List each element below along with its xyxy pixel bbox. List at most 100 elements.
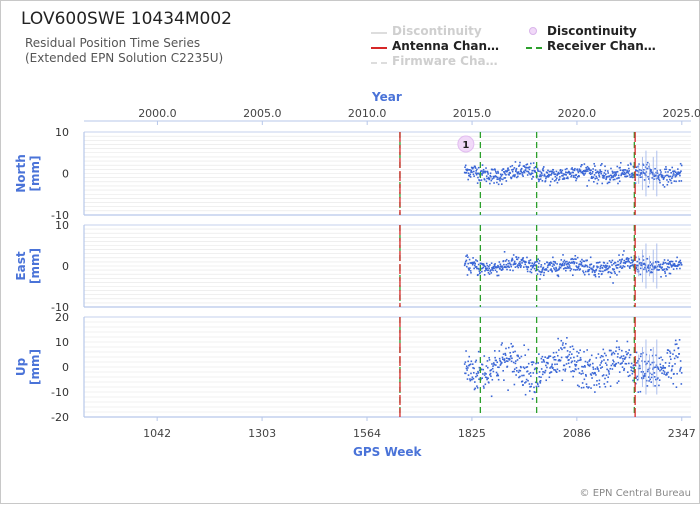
data-point: [574, 258, 576, 260]
data-point: [538, 180, 540, 183]
data-point: [541, 174, 543, 177]
data-point: [613, 352, 616, 355]
data-point: [599, 267, 601, 270]
data-point: [646, 161, 649, 164]
data-point: [514, 266, 517, 268]
data-point: [637, 360, 639, 362]
data-point: [564, 368, 567, 371]
data-point: [500, 175, 503, 177]
data-point: [469, 262, 472, 264]
data-point: [632, 379, 634, 382]
data-point: [476, 374, 479, 377]
data-point: [605, 268, 608, 271]
data-point: [479, 170, 482, 173]
data-point: [536, 167, 539, 170]
data-point: [550, 268, 552, 270]
data-point: [586, 349, 588, 351]
data-point: [669, 262, 671, 265]
data-point: [570, 370, 572, 373]
data-point: [557, 275, 560, 278]
data-point: [607, 172, 609, 174]
data-point: [604, 173, 607, 175]
data-point: [560, 356, 563, 359]
legend-receiver-label[interactable]: Receiver Chan…: [547, 39, 656, 53]
data-point: [545, 364, 547, 367]
data-point: [593, 180, 595, 183]
data-point: [612, 360, 615, 363]
data-point: [600, 264, 602, 267]
legend-discontinuity-label[interactable]: Discontinuity: [547, 24, 637, 38]
data-point: [643, 374, 646, 377]
data-point: [635, 166, 638, 169]
data-point: [589, 169, 591, 171]
data-point: [631, 172, 634, 175]
data-point: [603, 175, 606, 177]
data-point: [470, 166, 473, 169]
data-point: [680, 383, 683, 385]
data-point: [516, 258, 519, 261]
data-point: [549, 261, 552, 264]
data-point: [597, 353, 600, 355]
data-point: [492, 168, 494, 171]
data-point: [627, 375, 630, 378]
legend-antenna-label[interactable]: Antenna Chan…: [392, 39, 500, 53]
data-point: [657, 368, 660, 371]
data-point: [676, 372, 678, 375]
data-point: [660, 367, 663, 369]
data-point: [601, 360, 603, 362]
data-point: [671, 166, 674, 169]
y-tick-label: 10: [55, 336, 69, 349]
data-point: [588, 172, 591, 175]
data-point: [624, 356, 627, 359]
data-point: [556, 174, 558, 177]
data-point: [664, 175, 667, 177]
data-point: [647, 376, 650, 378]
data-point: [472, 262, 475, 265]
data-point: [567, 177, 569, 180]
data-point: [527, 362, 530, 365]
data-point: [473, 261, 476, 263]
data-point: [468, 355, 471, 358]
data-point: [513, 262, 516, 264]
data-point: [498, 266, 500, 268]
data-point: [623, 369, 625, 372]
data-point: [555, 177, 558, 180]
data-point: [576, 355, 579, 357]
data-point: [570, 174, 573, 177]
data-point: [558, 266, 561, 268]
data-point: [563, 178, 566, 180]
data-point: [505, 360, 508, 362]
data-point: [616, 170, 619, 173]
data-point: [675, 260, 677, 262]
data-point: [669, 272, 672, 275]
data-point: [631, 372, 634, 375]
data-point: [629, 174, 631, 176]
data-point: [676, 256, 678, 259]
subtitle-line2: (Extended EPN Solution C2235U): [25, 51, 224, 65]
data-point: [557, 359, 560, 362]
data-point: [558, 358, 560, 361]
data-point: [495, 266, 498, 269]
data-point: [511, 169, 513, 171]
data-point: [645, 271, 648, 273]
data-point: [510, 342, 513, 345]
data-point: [528, 373, 530, 375]
data-point: [474, 361, 477, 363]
data-point: [497, 378, 500, 381]
data-point: [582, 270, 584, 272]
data-point: [672, 382, 675, 385]
data-point: [517, 256, 520, 259]
legend-discontinuity-faded-label[interactable]: Discontinuity: [392, 24, 482, 38]
data-point: [512, 345, 514, 348]
data-point: [531, 398, 534, 400]
data-point: [464, 361, 467, 363]
data-point: [579, 260, 582, 263]
data-point: [588, 365, 591, 367]
data-point: [468, 258, 471, 261]
data-point: [564, 267, 566, 269]
data-point: [546, 366, 548, 369]
data-point: [540, 175, 542, 178]
data-point: [548, 263, 551, 265]
legend-firmware-label[interactable]: Firmware Cha…: [392, 54, 498, 68]
data-point: [513, 260, 516, 263]
